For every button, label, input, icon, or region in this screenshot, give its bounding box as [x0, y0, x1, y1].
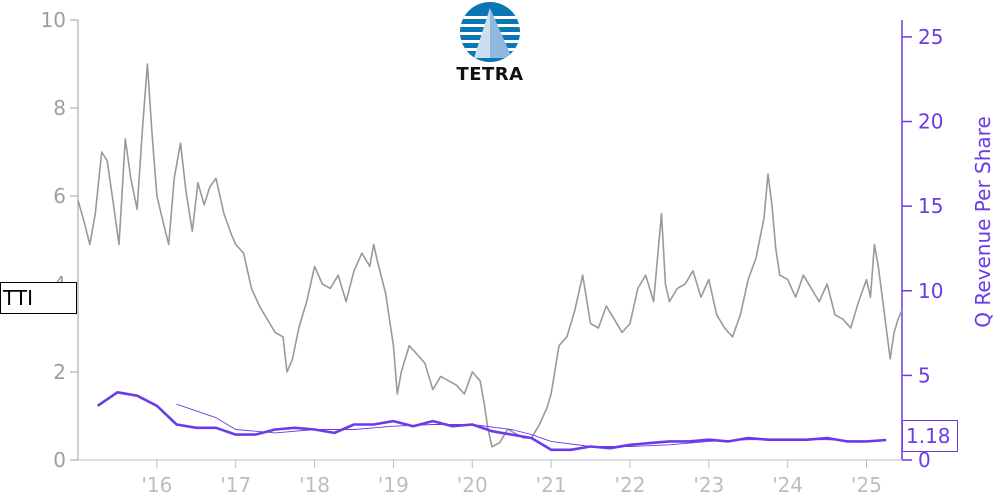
x-axis: '16 '17 '18 '19 '20 '21 '22 '23 '24 '25 [78, 459, 902, 497]
right-tick-label: 0 [918, 448, 931, 472]
last-value-box: 1.18 [902, 420, 958, 452]
right-tick-label: 15 [918, 194, 943, 218]
right-tick-label: 5 [918, 363, 931, 387]
x-tick-label: '23 [693, 473, 724, 497]
x-tick-label: '24 [772, 473, 803, 497]
right-tick-label: 25 [918, 25, 943, 49]
left-tick-label: 2 [53, 360, 66, 384]
series-layer [77, 63, 903, 452]
right-tick-label: 10 [918, 279, 943, 303]
x-tick-label: '20 [457, 473, 488, 497]
left-tick-label: 0 [53, 448, 66, 472]
left-tick-label: 6 [53, 184, 66, 208]
price-line [77, 63, 903, 448]
right-axis: 0 5 10 15 20 25 [901, 20, 943, 472]
left-tick-label: 8 [53, 96, 66, 120]
right-axis-label: Q Revenue Per Share [971, 116, 995, 328]
right-tick-label: 20 [918, 110, 943, 134]
x-tick-label: '17 [220, 473, 251, 497]
x-tick-label: '16 [141, 473, 172, 497]
left-axis: 0246810 [41, 8, 79, 472]
revenue-trend-line [176, 403, 887, 447]
revenue-line [96, 391, 887, 452]
x-tick-label: '21 [536, 473, 567, 497]
tetra-logo-icon [460, 2, 520, 62]
x-tick-label: '18 [299, 473, 330, 497]
x-tick-label: '22 [614, 473, 645, 497]
logo-wordmark: TETRA [456, 64, 524, 85]
left-tick-label: 10 [41, 8, 66, 32]
tetra-logo: TETRA [452, 2, 528, 88]
ticker-label: TTI [3, 286, 33, 310]
ticker-label-box: TTI [0, 282, 77, 314]
x-tick-label: '19 [378, 473, 409, 497]
last-value-label: 1.18 [906, 424, 951, 448]
x-tick-label: '25 [851, 473, 882, 497]
